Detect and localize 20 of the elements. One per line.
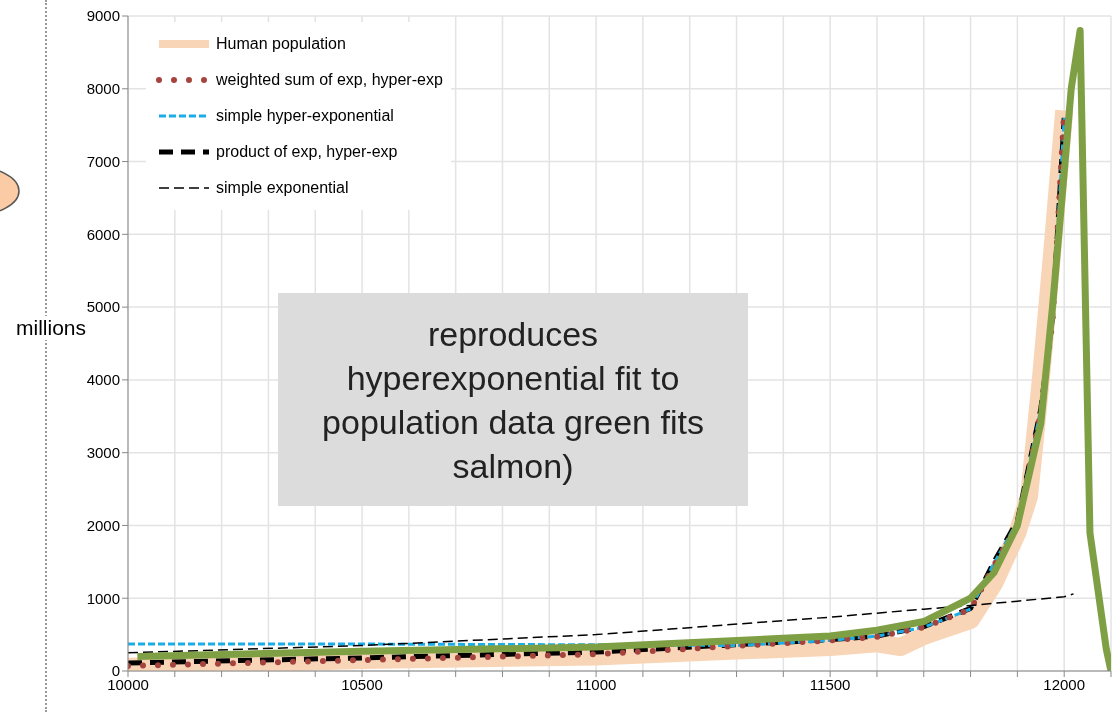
x-tick-label: 12000 — [1043, 675, 1086, 693]
y-tick-label: 3000 — [86, 443, 120, 461]
y-tick-label: 5000 — [86, 298, 120, 316]
y-tick-label: 4000 — [86, 371, 120, 389]
y-tick-label: 8000 — [86, 80, 120, 98]
x-tick-label: 10500 — [341, 675, 383, 693]
annotation: reproduces hyperexponential fit to population data green fits salmon) — [278, 293, 748, 506]
legend-label: simple hyper-exponential — [216, 107, 394, 125]
y-tick-label: 2000 — [86, 516, 120, 534]
y-tick-label: 1000 — [86, 589, 120, 607]
x-tick-label: 11500 — [809, 675, 851, 693]
legend-label: Human population — [216, 35, 346, 53]
legend-label: product of exp, hyper-exp — [216, 143, 398, 161]
y-tick-label: 6000 — [86, 225, 120, 243]
y-tick-label: 9000 — [86, 7, 120, 25]
legend-label: simple exponential — [216, 179, 349, 197]
x-tick-label: 11000 — [575, 675, 617, 693]
y-tick-label: 7000 — [86, 152, 120, 170]
y-axis-title: millions — [16, 316, 87, 340]
legend-label: weighted sum of exp, hyper-exp — [216, 71, 443, 89]
